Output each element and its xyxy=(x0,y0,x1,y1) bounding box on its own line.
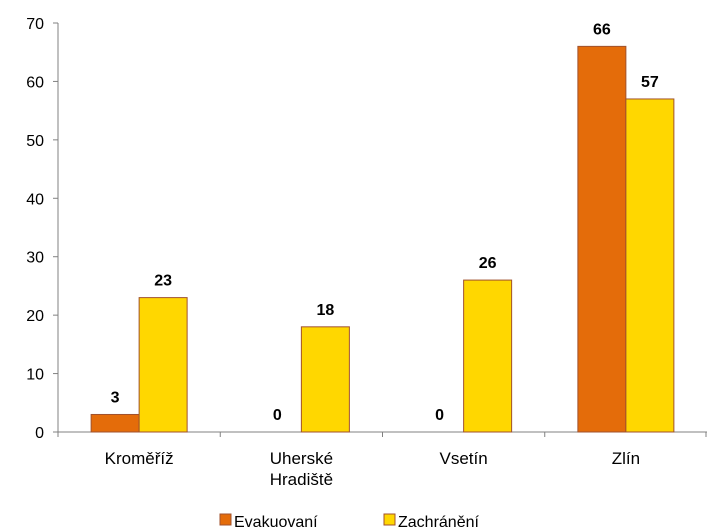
x-tick-label: Hradiště xyxy=(270,470,333,489)
data-label: 66 xyxy=(593,21,611,38)
data-label: 0 xyxy=(273,407,282,424)
y-tick-label: 0 xyxy=(35,425,44,442)
y-tick-label: 50 xyxy=(26,133,44,150)
data-label: 26 xyxy=(479,255,497,272)
legend-swatch xyxy=(219,513,232,526)
data-label: 3 xyxy=(111,389,120,406)
legend: Evakuovaní Zachránění xyxy=(219,513,479,531)
y-tick-label: 20 xyxy=(26,308,44,325)
bar-evakuovani xyxy=(577,45,627,433)
y-tick-label: 30 xyxy=(26,250,44,267)
bar-zachraneni xyxy=(463,279,513,433)
legend-label: Zachránění xyxy=(398,514,479,531)
data-label: 57 xyxy=(641,74,659,91)
bar-zachraneni xyxy=(138,297,188,433)
x-tick-label: Uherské xyxy=(270,449,333,468)
legend-swatch xyxy=(383,513,396,526)
legend-label: Evakuovaní xyxy=(234,514,318,531)
bar-evakuovani xyxy=(90,413,140,433)
x-tick-label: Vsetín xyxy=(440,449,488,468)
data-label: 23 xyxy=(154,273,172,290)
y-tick-label: 60 xyxy=(26,74,44,91)
bar-zachraneni xyxy=(625,98,675,433)
bar-zachraneni xyxy=(300,326,350,433)
data-label: 0 xyxy=(435,407,444,424)
y-tick-label: 70 xyxy=(26,16,44,33)
x-tick-label: Zlín xyxy=(612,449,640,468)
x-tick-label: Kroměříž xyxy=(105,449,174,468)
y-tick-label: 40 xyxy=(26,191,44,208)
y-tick-label: 10 xyxy=(26,367,44,384)
plot-area: 0 10 20 30 40 50 60 70 3 23 Kroměříž 0 18 Uherské Hrad… xyxy=(26,16,707,489)
data-label: 18 xyxy=(316,302,334,319)
